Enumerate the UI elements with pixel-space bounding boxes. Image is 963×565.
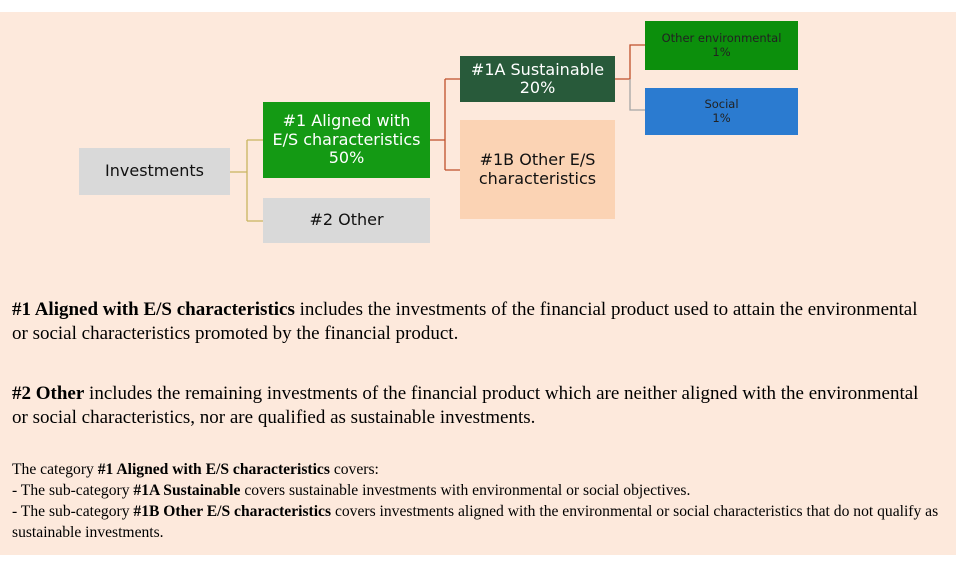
node-label: Other environmental xyxy=(661,31,782,46)
connectors xyxy=(230,44,645,222)
node: #1 Aligned with E/S characteristics 50% xyxy=(263,102,430,178)
node: #1A Sustainable 20% xyxy=(460,56,615,102)
text: covers sustainable investments with envi… xyxy=(244,482,691,499)
node-label: E/S characteristics xyxy=(272,129,421,149)
connector xyxy=(430,78,460,171)
node: Investments xyxy=(79,148,230,195)
node: #1B Other E/S characteristics xyxy=(460,120,615,219)
bold-term: #1 Aligned with E/S characteristics xyxy=(12,299,295,320)
bold-term: #1 Aligned with E/S characteristics xyxy=(97,461,330,478)
bold-term: #2 Other xyxy=(12,383,85,404)
node-label: #1A Sustainable xyxy=(470,59,605,79)
node-label: #2 Other xyxy=(309,210,384,230)
connector xyxy=(629,79,645,111)
node-label: 1% xyxy=(712,110,731,125)
text: The category xyxy=(12,461,94,478)
text: covers: xyxy=(333,461,379,478)
note: The category #1 Aligned with E/S charact… xyxy=(12,459,956,543)
text: - The sub-category xyxy=(12,482,130,499)
node: Social 1% xyxy=(645,88,798,135)
node-label: characteristics xyxy=(478,168,597,188)
node-label: #1 Aligned with xyxy=(282,111,411,131)
paragraph: #1 Aligned with E/S characteristics incl… xyxy=(12,298,937,346)
node-label: 1% xyxy=(712,44,731,59)
note-item: - The sub-category #1B Other E/S charact… xyxy=(12,501,956,543)
node: #2 Other xyxy=(263,198,430,243)
node-label: 50% xyxy=(328,148,365,168)
note-item: - The sub-category #1A Sustainable cover… xyxy=(12,480,956,501)
text: - The sub-category xyxy=(12,503,130,520)
node: Other environmental 1% xyxy=(645,21,798,70)
connector xyxy=(230,139,263,222)
text: covers investments aligned with the envi… xyxy=(12,503,939,541)
note-intro: The category #1 Aligned with E/S charact… xyxy=(12,459,956,480)
paragraph: #2 Other includes the remaining investme… xyxy=(12,382,937,430)
node-label: Investments xyxy=(105,161,204,181)
connector xyxy=(615,44,645,80)
paragraph-text: includes the investments of the financia… xyxy=(12,299,918,344)
node-label: Social xyxy=(704,97,739,112)
bold-term: #1B Other E/S characteristics xyxy=(133,503,332,520)
bold-term: #1A Sustainable xyxy=(133,482,241,499)
page: Investments #1 Aligned with E/S characte… xyxy=(0,12,956,555)
paragraph-text: includes the remaining investments of th… xyxy=(12,383,919,428)
node-label: 20% xyxy=(519,78,556,97)
node-label: #1B Other E/S xyxy=(479,150,596,170)
